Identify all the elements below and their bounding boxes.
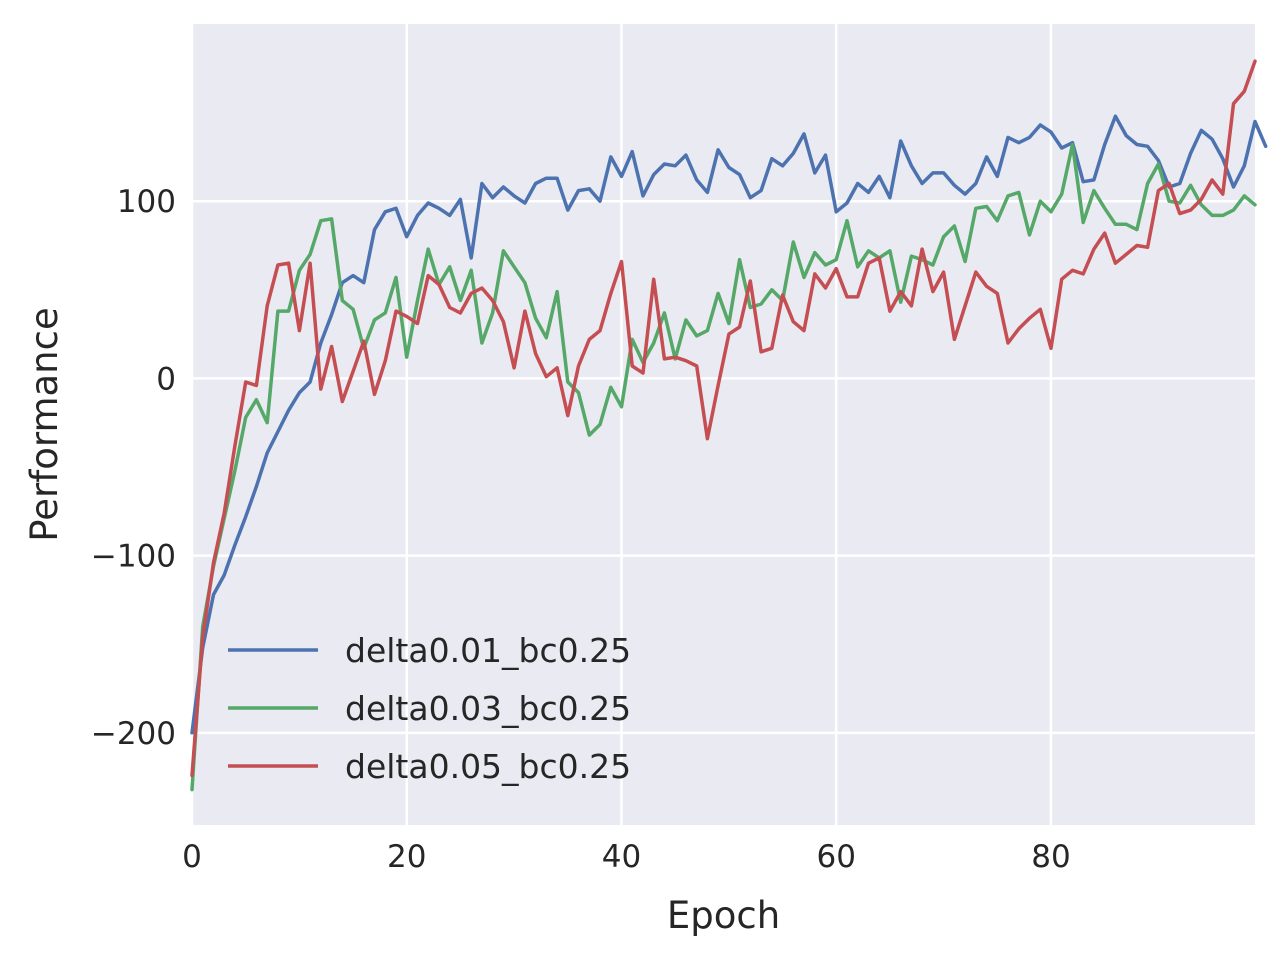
x-axis-label: Epoch — [667, 894, 780, 937]
y-tick-labels: −200 −100 0 100 — [91, 184, 176, 752]
y-axis-label: Performance — [23, 307, 66, 541]
series-lines — [190, 59, 1268, 792]
grid-lines — [190, 24, 1255, 825]
y-tick-label: −100 — [91, 539, 176, 575]
x-tick-label: 0 — [182, 839, 202, 875]
y-tick-label: −200 — [91, 716, 176, 752]
x-tick-labels: 0 20 40 60 80 — [182, 839, 1071, 875]
x-tick-label: 40 — [602, 839, 641, 875]
x-tick-label: 80 — [1031, 839, 1070, 875]
y-tick-label: 0 — [156, 361, 176, 397]
series-line-3 — [190, 59, 1257, 778]
legend-label-1: delta0.01_bc0.25 — [345, 631, 631, 670]
legend-label-3: delta0.05_bc0.25 — [345, 747, 631, 786]
y-tick-label: 100 — [117, 184, 176, 220]
legend: delta0.01_bc0.25 delta0.03_bc0.25 delta0.0… — [228, 631, 631, 786]
legend-label-2: delta0.03_bc0.25 — [345, 689, 631, 728]
x-tick-label: 60 — [817, 839, 856, 875]
series-line-2 — [190, 142, 1257, 792]
x-tick-label: 20 — [387, 839, 426, 875]
series-line-1 — [190, 114, 1268, 735]
